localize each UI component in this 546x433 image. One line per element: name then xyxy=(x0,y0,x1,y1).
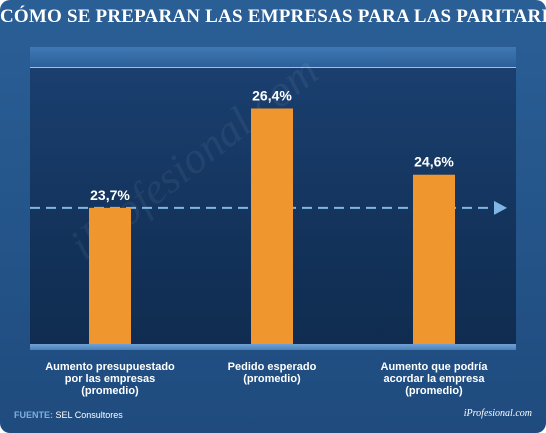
category-label: Aumento presupuestado por las empresas (pr… xyxy=(35,361,185,397)
reference-arrow-icon xyxy=(494,200,507,215)
source-name: SEL Consultores xyxy=(55,410,123,420)
source-note: FUENTE: SEL Consultores xyxy=(14,410,123,420)
category-label: Pedido esperado (promedio) xyxy=(197,361,347,385)
bar xyxy=(413,174,455,344)
bar-value-label: 26,4% xyxy=(252,87,292,103)
category-label-line: Aumento que podría xyxy=(380,361,488,373)
brand-logo-text: iProfesional.com xyxy=(463,408,532,419)
source-prefix: FUENTE: xyxy=(14,410,53,420)
bar-value-label: 23,7% xyxy=(90,187,130,203)
category-label-line: (promedio) xyxy=(405,385,463,397)
category-label-line: Aumento presupuestado xyxy=(45,361,175,373)
bar xyxy=(89,207,131,344)
category-label-line: (promedio) xyxy=(81,385,139,397)
chart-title: CÓMO SE PREPARAN LAS EMPRESAS PARA LAS P… xyxy=(0,6,546,27)
plot-header-band xyxy=(30,47,516,68)
category-label-line: por las empresas xyxy=(64,373,156,385)
x-axis-line xyxy=(30,344,516,350)
category-label-line: acordar la empresa xyxy=(383,373,485,385)
category-label: Aumento que podría acordar la empresa (pro… xyxy=(359,361,509,397)
bar xyxy=(251,108,293,344)
bar-value-label: 24,6% xyxy=(414,154,454,170)
category-label-line: (promedio) xyxy=(243,373,301,385)
category-label-line: Pedido esperado xyxy=(227,361,317,373)
